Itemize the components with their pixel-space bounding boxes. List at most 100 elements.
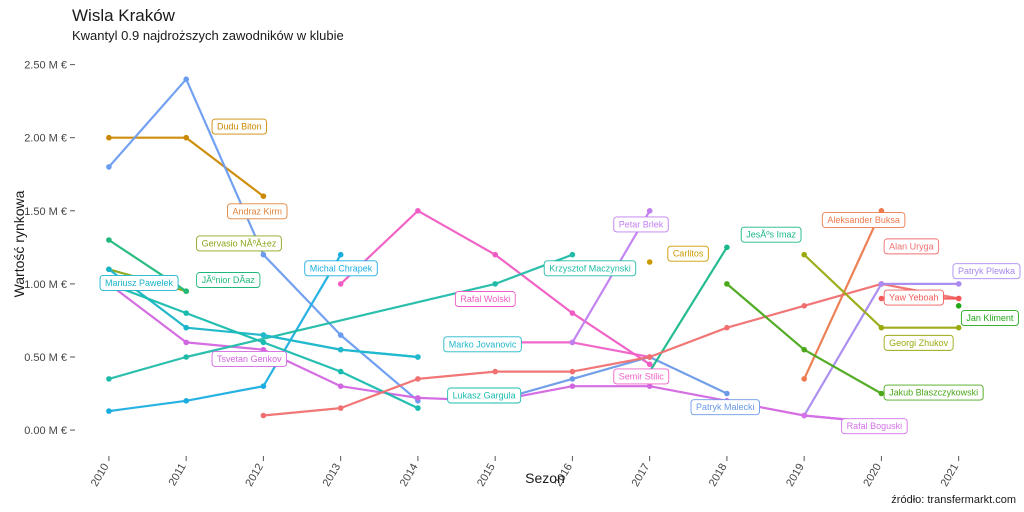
data-point [569, 339, 576, 346]
series-line-2 [107, 253, 342, 413]
x-axis-title: Sezon [525, 470, 565, 486]
data-point [646, 259, 653, 265]
data-point [878, 390, 885, 397]
data-point [569, 376, 576, 382]
data-point [569, 251, 576, 258]
data-point [183, 354, 189, 360]
data-point [646, 383, 653, 390]
series-label-17: Alan Uryga [883, 238, 940, 255]
series-label-box [227, 203, 288, 220]
data-point [646, 354, 653, 360]
series-label-box [543, 260, 637, 277]
y-tick-label: 0.50 M € [24, 352, 67, 364]
data-point [569, 368, 576, 375]
series-label-box [883, 238, 940, 255]
data-point [260, 339, 267, 346]
series-label-text: Rafal Boguski [847, 421, 903, 431]
series-label-box [211, 118, 268, 135]
data-point [878, 295, 885, 302]
y-tick-label: 1.50 M € [24, 206, 67, 218]
series-label-text: Aleksander Buksa [827, 215, 900, 225]
data-point [415, 405, 421, 411]
data-point [183, 339, 189, 346]
source-caption: źródło: transfermarkt.com [891, 494, 1016, 506]
data-point [106, 408, 112, 414]
series-label-box [883, 334, 954, 351]
data-point [724, 390, 730, 397]
x-tick-label: 2010 [89, 462, 112, 489]
series-label-9: Marko Jovanovic [443, 336, 522, 353]
data-point [724, 324, 730, 331]
data-point [260, 383, 267, 390]
data-point [878, 281, 885, 287]
series-label-text: Georgi Zhukov [889, 338, 949, 348]
series-line-8 [107, 253, 574, 380]
series-line-13 [494, 355, 728, 402]
series-label-text: Andraz Kirm [233, 206, 283, 216]
data-point [183, 324, 189, 331]
series-label-11: Semir Stilic [613, 368, 670, 385]
series-label-box [196, 235, 282, 252]
data-point [260, 251, 267, 258]
series-label-box [454, 291, 516, 307]
series-label-8: Krzysztof Maczynski [543, 260, 637, 277]
x-tick-label: 2020 [861, 462, 884, 489]
data-point [337, 332, 344, 338]
series-label-text: Patryk Plewka [958, 266, 1015, 276]
data-point [878, 324, 885, 331]
series-label-box [667, 245, 709, 262]
x-tick-label: 2015 [475, 462, 498, 489]
data-point [955, 303, 962, 309]
data-point [415, 354, 421, 360]
x-tick-label: 2018 [707, 462, 730, 489]
series-label-box [211, 350, 288, 367]
data-point [724, 281, 730, 287]
data-point [337, 281, 344, 287]
data-point [260, 412, 267, 419]
series-label-10: Lukasz Gargula [447, 387, 522, 404]
series-label-text: Lukasz Gargula [453, 390, 516, 400]
x-tick-label: 2014 [398, 462, 421, 489]
series-label-19: Patryk Plewka [952, 263, 1021, 280]
y-tick-label: 0.00 M € [24, 425, 67, 437]
series-label-text: Mariusz Pawelek [105, 278, 174, 288]
data-point [801, 412, 807, 419]
chart-subtitle: Kwantyl 0.9 najdroższych zawodników w kl… [72, 28, 344, 43]
series-label-text: Alan Uryga [889, 241, 934, 251]
x-tick-label: 2011 [167, 462, 189, 488]
series-label-5: Mariusz Pawelek [99, 274, 179, 291]
data-point [337, 368, 344, 375]
data-point [337, 251, 344, 258]
data-point [106, 376, 112, 382]
series-label-text: Tsvetan Genkov [217, 354, 282, 364]
data-point [183, 310, 189, 316]
series-label-15: JesÃºs Imaz [740, 226, 802, 243]
series-label-7: Rafal Wolski [454, 291, 516, 307]
data-point [183, 398, 189, 404]
y-tick-label: 2.00 M € [24, 133, 67, 145]
data-point [415, 376, 421, 382]
series-label-23: Rafal Boguski [841, 418, 908, 435]
y-tick-label: 2.50 M € [24, 60, 67, 72]
series-label-text: JÃºnior DÃ­az [202, 275, 256, 285]
series-line-10 [107, 282, 419, 410]
series-label-box [883, 289, 944, 306]
series-label-13: Patryk Malecki [690, 399, 760, 416]
series-line-17 [262, 282, 960, 417]
data-point [801, 303, 807, 309]
series-label-text: Krzysztof Maczynski [549, 263, 631, 273]
x-tick-label: 2013 [321, 462, 344, 489]
series-label-16: Aleksander Buksa [821, 212, 906, 229]
y-tick-label: 1.00 M € [24, 279, 67, 291]
series-label-22: Jakub Blaszczykowski [883, 384, 984, 401]
series-label-box [613, 368, 670, 385]
series-label-text: Gervasio NÃºÃ±ez [202, 238, 277, 248]
x-tick-label: 2017 [630, 462, 653, 489]
series-label-box [304, 260, 378, 277]
series-label-6: Tsvetan Genkov [211, 350, 288, 367]
series-label-text: Petar Brlek [619, 219, 664, 229]
x-tick-label: 2021 [939, 462, 962, 489]
data-point [724, 244, 730, 251]
series-label-3: Gervasio NÃºÃ±ez [196, 235, 282, 252]
